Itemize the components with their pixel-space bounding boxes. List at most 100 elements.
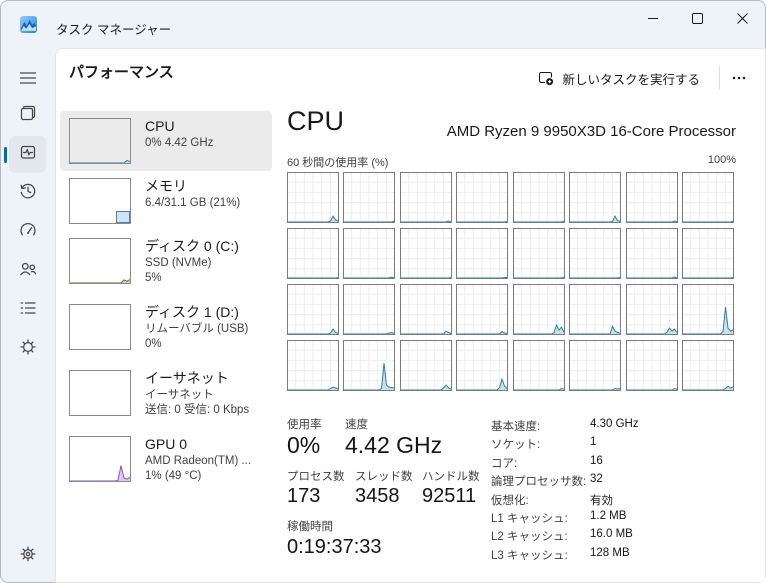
processes-icon [18, 103, 38, 128]
spec-label: 仮想化: [491, 494, 529, 507]
task-manager-logo-icon [20, 16, 37, 33]
device-row-disk1[interactable]: ディスク 1 (D:) リムーバブル (USB) 0% [60, 297, 272, 363]
list-icon [18, 298, 38, 323]
spec-label: 論理プロセッサ数: [491, 476, 587, 489]
device-texts: メモリ 6.4/31.1 GB (21%) [145, 177, 240, 211]
run-new-task-label: 新しいタスクを実行する [562, 72, 700, 87]
content-panel: パフォーマンス 新しいタスクを実行する CPU 0% 4.42 GHz メモリ 6.4… [55, 48, 766, 583]
close-button[interactable] [720, 1, 765, 35]
settings-gear-icon [18, 544, 38, 569]
handles-value: 92511 [422, 485, 477, 507]
spec-label: 基本速度: [491, 421, 541, 433]
core-graph-24 [287, 340, 339, 396]
spec-value: 32 [590, 473, 603, 486]
core-graph-10 [399, 228, 452, 284]
maximize-button[interactable] [675, 1, 720, 35]
graph-max-label: 100% [707, 154, 736, 166]
core-graph-6 [625, 172, 678, 228]
core-graph-26 [399, 340, 452, 396]
title-bar: タスク マネージャー [0, 0, 766, 48]
spec-label: L3 キャッシュ: [491, 549, 568, 562]
core-graph-17 [343, 284, 396, 340]
device-subtitle: イーサネット [145, 389, 214, 401]
device-row-gpu0[interactable]: GPU 0 AMD Radeon(TM) ... 1% (49 °C) [60, 429, 272, 495]
page-title: パフォーマンス [69, 64, 174, 81]
maximize-icon [692, 12, 703, 24]
device-row-memory[interactable]: メモリ 6.4/31.1 GB (21%) [60, 171, 272, 231]
device-subtitle: 送信: 0 受信: 0 Kbps [145, 404, 250, 416]
core-graph-4 [512, 172, 565, 228]
device-thumbnail-gpu0 [69, 436, 131, 487]
device-subtitle: SSD (NVMe) [145, 257, 212, 269]
device-subtitle: 0% 4.42 GHz [145, 137, 214, 149]
sidebar-item-details[interactable] [9, 292, 46, 329]
device-subtitle: 1% (49 °C) [145, 470, 202, 482]
spec-label: L2 キャッシュ: [491, 531, 568, 544]
device-subtitle: 0% [145, 338, 162, 350]
device-thumbnail-memory [69, 178, 131, 229]
history-icon [18, 181, 38, 206]
sidebar-item-users[interactable] [9, 253, 46, 290]
core-graph-16 [287, 284, 339, 340]
sidebar-item-app-history[interactable] [9, 175, 46, 212]
graph-timescale-label: 60 秒間の使用率 (%) [287, 157, 389, 169]
device-title: メモリ [145, 178, 187, 194]
threads-value: 3458 [355, 485, 400, 507]
spec-value: 1 [590, 436, 597, 449]
device-thumbnail-cpu [69, 118, 131, 169]
core-graph-5 [569, 172, 622, 228]
device-row-cpu[interactable]: CPU 0% 4.42 GHz [60, 111, 272, 171]
processor-name: AMD Ryzen 9 9950X3D 16-Core Processor [446, 123, 736, 140]
cpu-section-title: CPU [287, 106, 345, 136]
sidebar-item-services[interactable] [9, 331, 46, 368]
navigation-menu-button[interactable] [9, 62, 46, 99]
spec-value: 1.2 MB [590, 510, 627, 522]
device-row-disk0[interactable]: ディスク 0 (C:) SSD (NVMe) 5% [60, 231, 272, 297]
sidebar-item-processes[interactable] [9, 97, 46, 134]
core-graph-30 [625, 340, 678, 396]
core-graph-2 [399, 172, 452, 228]
more-options-button[interactable] [724, 64, 754, 92]
processes-value: 173 [287, 485, 321, 507]
core-graph-22 [625, 284, 678, 340]
spec-label: コア: [491, 457, 518, 470]
core-graph-25 [343, 340, 396, 396]
core-graph-14 [625, 228, 678, 284]
device-subtitle: 6.4/31.1 GB (21%) [145, 197, 241, 209]
device-subtitle: 5% [145, 272, 162, 284]
core-graph-0 [287, 172, 339, 228]
sidebar-item-performance[interactable] [9, 136, 46, 173]
device-texts: イーサネット イーサネット 送信: 0 受信: 0 Kbps [145, 369, 249, 418]
speed-label: 速度 [345, 419, 368, 431]
core-graph-21 [569, 284, 622, 340]
core-graph-3 [456, 172, 509, 228]
core-graph-11 [456, 228, 509, 284]
device-texts: CPU 0% 4.42 GHz [145, 117, 213, 151]
spec-value: 128 MB [590, 546, 630, 559]
settings-button[interactable] [9, 538, 46, 575]
sidebar-item-startup-apps[interactable] [9, 214, 46, 251]
handles-label: ハンドル数 [422, 471, 480, 483]
minimize-button[interactable] [630, 1, 675, 35]
core-graph-19 [456, 284, 509, 340]
device-subtitle: リムーバブル (USB) [145, 323, 249, 335]
window-title: タスク マネージャー [56, 23, 172, 37]
core-graph-12 [512, 228, 565, 284]
usage-value: 0% [287, 432, 321, 458]
processes-label: プロセス数 [287, 471, 345, 483]
device-title: ディスク 0 (C:) [145, 238, 239, 254]
core-graph-28 [512, 340, 565, 396]
device-row-ethernet[interactable]: イーサネット イーサネット 送信: 0 受信: 0 Kbps [60, 363, 272, 429]
device-texts: ディスク 0 (C:) SSD (NVMe) 5% [145, 237, 239, 286]
device-title: イーサネット [145, 370, 229, 386]
selected-indicator [4, 146, 7, 163]
device-thumbnail-disk1 [69, 304, 131, 355]
device-thumbnail-ethernet [69, 370, 131, 421]
gauge-icon [18, 220, 38, 245]
performance-icon [18, 142, 38, 167]
run-new-task-button[interactable]: 新しいタスクを実行する [530, 64, 708, 92]
core-graph-29 [569, 340, 622, 396]
usage-label: 使用率 [287, 419, 322, 431]
core-graph-9 [343, 228, 396, 284]
